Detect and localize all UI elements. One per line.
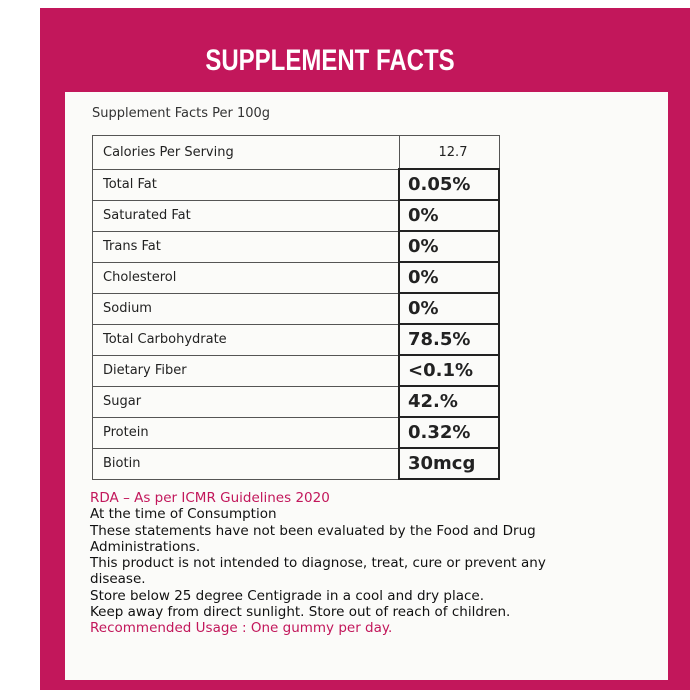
usage-note: Recommended Usage : One gummy per day.: [90, 620, 393, 637]
note-lines: At the time of Consumption These statemen…: [90, 506, 546, 620]
table-row: Total Fat 0.05%: [92, 168, 500, 201]
title: SUPPLEMENT FACTS: [205, 44, 455, 77]
nutrient-value: 0.05%: [398, 168, 500, 201]
table-row: Protein 0.32%: [92, 416, 500, 449]
table-row: Trans Fat 0%: [92, 230, 500, 263]
facts-panel: Supplement Facts Per 100g Calories Per S…: [65, 92, 668, 680]
table-row: Biotin 30mcg: [92, 447, 500, 480]
nutrient-name: Sodium: [92, 292, 400, 325]
facts-table: Calories Per Serving 12.7 Total Fat 0.05% Sa…: [92, 135, 500, 480]
nutrient-name: Dietary Fiber: [92, 354, 400, 387]
nutrient-value: 78.5%: [398, 323, 500, 356]
note-line: At the time of Consumption: [90, 506, 277, 523]
table-row: Sugar 42.%: [92, 385, 500, 418]
table-row: Calories Per Serving 12.7: [92, 135, 500, 170]
nutrient-value: <0.1%: [398, 354, 500, 387]
table-row: Total Carbohydrate 78.5%: [92, 323, 500, 356]
rda-note: RDA – As per ICMR Guidelines 2020: [90, 490, 330, 506]
nutrient-value: 30mcg: [398, 447, 500, 480]
note-line: disease.: [90, 571, 146, 588]
nutrient-value: 0.32%: [398, 416, 500, 449]
nutrient-value: 0%: [398, 292, 500, 325]
nutrient-name: Total Fat: [92, 168, 400, 201]
table-row: Dietary Fiber <0.1%: [92, 354, 500, 387]
table-row: Cholesterol 0%: [92, 261, 500, 294]
note-line: This product is not intended to diagnose…: [90, 555, 546, 572]
note-line: Keep away from direct sunlight. Store ou…: [90, 604, 511, 621]
nutrient-name: Protein: [92, 416, 400, 449]
nutrient-name: Cholesterol: [92, 261, 400, 294]
note-line: Administrations.: [90, 538, 201, 555]
notes: RDA – As per ICMR Guidelines 2020 At the…: [90, 490, 546, 637]
note-line: Store below 25 degree Centigrade in a co…: [90, 587, 484, 604]
nutrient-value: 42.%: [398, 385, 500, 418]
nutrient-name: Total Carbohydrate: [92, 323, 400, 356]
nutrient-name: Trans Fat: [92, 230, 400, 263]
table-row: Sodium 0%: [92, 292, 500, 325]
nutrient-value: 12.7: [398, 135, 500, 170]
note-line: These statements have not been evaluated…: [90, 522, 536, 539]
nutrient-value: 0%: [398, 230, 500, 263]
nutrient-value: 0%: [398, 199, 500, 232]
nutrient-name: Sugar: [92, 385, 400, 418]
nutrient-name: Saturated Fat: [92, 199, 400, 232]
nutrient-value: 0%: [398, 261, 500, 294]
nutrient-name: Calories Per Serving: [92, 135, 400, 170]
table-row: Saturated Fat 0%: [92, 199, 500, 232]
nutrient-name: Biotin: [92, 447, 400, 480]
table-caption: Supplement Facts Per 100g: [92, 106, 271, 121]
